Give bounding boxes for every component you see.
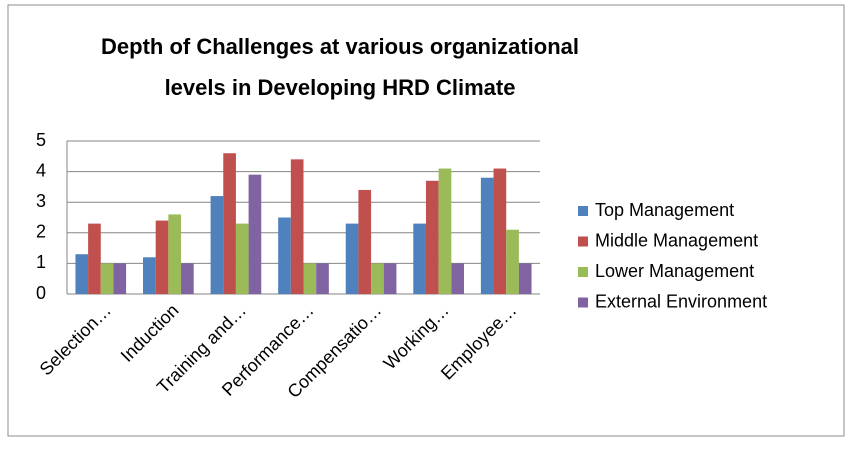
bar [345,223,359,294]
legend-label: Lower Management [595,261,754,281]
bar [88,223,101,294]
y-tick-label: 5 [36,130,46,150]
bar [451,263,464,294]
y-tick-label: 3 [36,191,46,211]
chart-title: levels in Developing HRD Climate [165,75,516,100]
bar [248,174,262,294]
bar [316,263,329,294]
y-tick-label: 0 [36,283,46,303]
y-tick-label: 4 [36,160,46,180]
legend-swatch [578,297,588,308]
bar [235,223,249,294]
legend-swatch [578,267,588,277]
y-tick-label: 1 [36,252,46,272]
bar [480,177,494,294]
chart-title: Depth of Challenges at various organizat… [101,34,579,59]
bar [75,254,89,294]
legend-label: External Environment [595,291,767,311]
bar [303,263,317,294]
bar [155,220,169,294]
bar [493,168,507,294]
bar [181,263,194,294]
legend-swatch [578,206,588,216]
bar [223,153,236,294]
bar [210,196,224,294]
legend-swatch [578,236,588,247]
bar [383,263,397,294]
bar [113,263,127,294]
bar [506,229,519,294]
bar [143,257,156,294]
bar [425,180,439,294]
bar [371,263,384,294]
bar [168,214,182,294]
bar [290,159,304,294]
bar [278,217,291,294]
bar [413,223,426,294]
legend-label: Middle Management [595,230,758,250]
bar [358,189,372,294]
bar [518,263,532,294]
bar [438,168,452,294]
y-tick-label: 2 [36,222,46,242]
bar [100,263,114,294]
legend-label: Top Management [595,200,734,220]
